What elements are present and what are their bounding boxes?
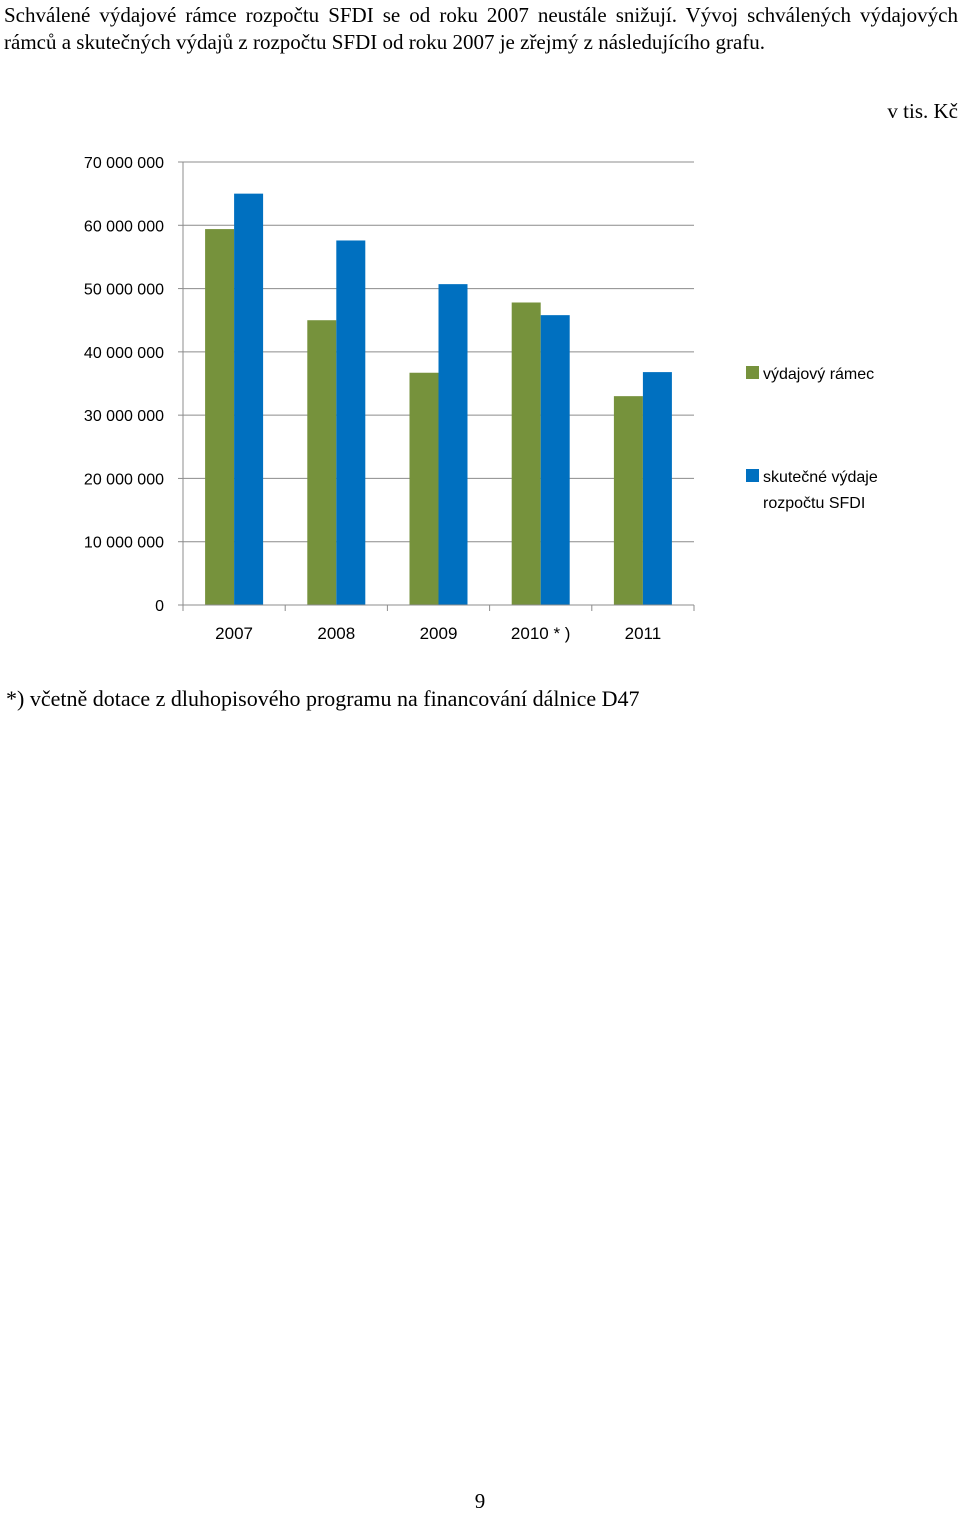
y-tick-label: 50 000 000 bbox=[84, 282, 164, 299]
x-tick-label: 2009 bbox=[420, 624, 458, 643]
legend-label: rozpočtu SFDI bbox=[763, 495, 865, 512]
y-tick-label: 70 000 000 bbox=[84, 155, 164, 172]
y-tick-label: 20 000 000 bbox=[84, 471, 164, 488]
page-number: 9 bbox=[474, 1489, 486, 1513]
y-tick-label: 10 000 000 bbox=[84, 535, 164, 552]
x-tick-label: 2010 * ) bbox=[511, 624, 571, 643]
legend-label: skutečné výdaje bbox=[763, 469, 878, 486]
bar-skutecne-vydaje-2 bbox=[438, 284, 468, 605]
y-tick-label: 60 000 000 bbox=[84, 218, 164, 235]
bars bbox=[205, 193, 672, 605]
legend: výdajový rámec skutečné výdaje rozpočtu SF… bbox=[746, 366, 878, 512]
unit-label: v tis. Kč bbox=[887, 99, 958, 123]
x-tick-labels: 2007 2008 2009 2010 * ) 2011 bbox=[215, 624, 661, 643]
y-tick-label: 40 000 000 bbox=[84, 345, 164, 362]
bar-chart: 0 10 000 000 20 000 000 30 000 000 40 000 00… bbox=[84, 155, 878, 643]
y-tick-label: 30 000 000 bbox=[84, 408, 164, 425]
bar-skutecne-vydaje-0 bbox=[234, 193, 264, 605]
legend-label: výdajový rámec bbox=[763, 366, 874, 383]
bar-vydajovy-ramec-1 bbox=[307, 320, 337, 605]
x-tick-label: 2011 bbox=[625, 624, 662, 643]
bar-skutecne-vydaje-3 bbox=[540, 315, 570, 605]
legend-swatch bbox=[746, 366, 759, 379]
bar-skutecne-vydaje-1 bbox=[336, 240, 366, 605]
intro-paragraph: Schválené výdajové rámce rozpočtu SFDI s… bbox=[4, 3, 958, 54]
bar-vydajovy-ramec-2 bbox=[409, 372, 439, 605]
bar-vydajovy-ramec-3 bbox=[511, 302, 541, 605]
x-tick-label: 2008 bbox=[317, 624, 355, 643]
bar-vydajovy-ramec-0 bbox=[205, 229, 235, 605]
y-tick-labels: 0 10 000 000 20 000 000 30 000 000 40 000 00… bbox=[84, 155, 164, 615]
footnote: *) včetně dotace z dluhopisového program… bbox=[6, 686, 640, 711]
y-tick-label: 0 bbox=[155, 598, 164, 615]
x-tick-label: 2007 bbox=[215, 624, 253, 643]
bar-skutecne-vydaje-4 bbox=[642, 372, 672, 605]
bar-vydajovy-ramec-4 bbox=[613, 396, 643, 605]
legend-swatch bbox=[746, 469, 759, 482]
axes bbox=[178, 161, 695, 611]
